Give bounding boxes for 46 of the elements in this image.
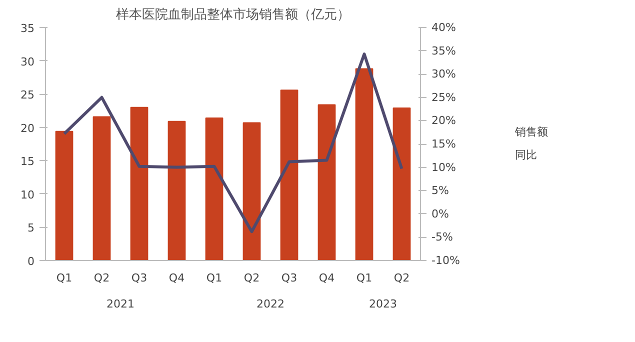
y2-tick-label: 10%: [432, 160, 456, 174]
y2-tick-label: 0%: [432, 207, 449, 220]
x-tick-label: Q1: [356, 272, 372, 284]
y-tick-label: 20: [20, 122, 35, 135]
bar: [355, 68, 374, 260]
chart-title: 样本医院血制品整体市场销售额（亿元）: [116, 8, 350, 22]
bar: [392, 108, 411, 260]
bar: [92, 116, 111, 260]
bar: [130, 106, 148, 260]
y-tick-label: 10: [20, 188, 35, 202]
x-tick-label: Q2: [394, 272, 410, 284]
x-tick-label: Q2: [244, 272, 260, 284]
y2-tick-label: 25%: [432, 90, 456, 104]
y-tick-label: 25: [20, 88, 35, 102]
text: 同比: [515, 148, 537, 162]
x-tick-label: Q4: [168, 272, 185, 284]
y2-tick-label: 5%: [432, 184, 449, 198]
text: 2023: [369, 298, 398, 310]
bar: [242, 122, 261, 260]
y2-tick-label: -10%: [432, 254, 460, 267]
bar: [168, 120, 186, 260]
y2-tick-label: 40%: [432, 21, 456, 34]
bar: [280, 90, 298, 260]
text: 销售额: [515, 124, 548, 140]
x-tick-label: Q2: [94, 272, 110, 284]
y2-tick-label: 20%: [432, 114, 456, 128]
y2-tick-label: -5%: [432, 230, 453, 244]
text: 2022: [256, 298, 285, 310]
x-tick-label: Q3: [281, 272, 298, 284]
bar: [55, 130, 74, 260]
y-tick-label: 30: [20, 55, 35, 68]
text: 2021: [106, 298, 135, 310]
y2-tick-label: 35%: [432, 44, 456, 58]
y-tick-label: 0: [28, 255, 34, 268]
x-tick-label: Q3: [131, 272, 148, 284]
x-tick-label: Q1: [206, 272, 222, 284]
bar: [318, 104, 336, 260]
y2-tick-label: 15%: [432, 138, 456, 150]
y2-tick-label: 30%: [432, 68, 456, 81]
line-series: [62, 52, 404, 234]
bar: [205, 118, 224, 260]
x-tick-label: Q1: [56, 272, 72, 284]
y-tick-label: 35: [20, 22, 35, 35]
y-tick-label: 15: [20, 155, 35, 168]
y-tick-label: 5: [28, 222, 34, 235]
x-tick-label: Q4: [318, 272, 335, 284]
